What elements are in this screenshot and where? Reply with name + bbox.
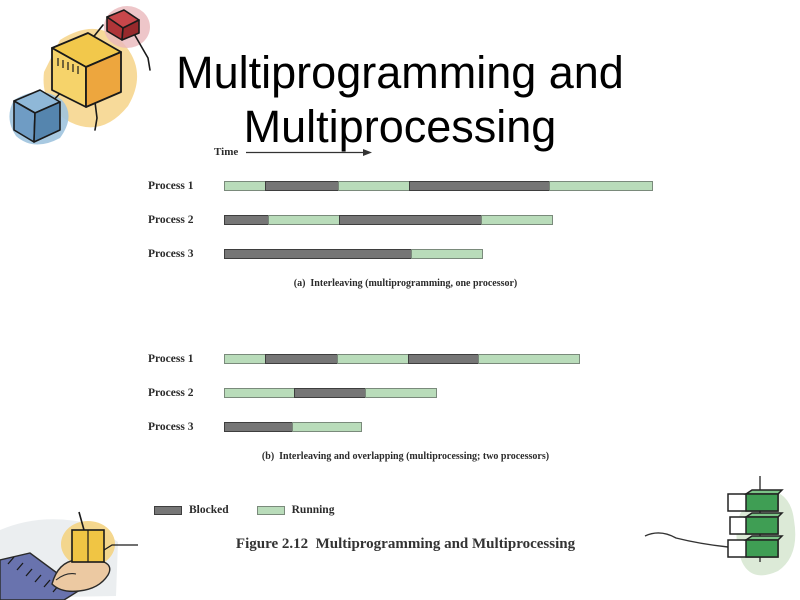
segment-blocked (265, 181, 340, 191)
hand-holding-cube-clipart (0, 511, 138, 600)
process-timeline-bar (224, 354, 657, 364)
chart-b-overlapping: Process 1 Process 2 Process 3 (148, 353, 663, 456)
segment-blocked (224, 215, 270, 225)
segment-running (224, 388, 295, 398)
process-label: Process 1 (148, 353, 194, 365)
process-label: Process 2 (148, 214, 194, 226)
segment-blocked (408, 354, 480, 364)
time-axis: Time (214, 146, 373, 158)
time-arrow-icon (246, 148, 373, 156)
process-row: Process 2 (148, 387, 663, 399)
segment-blocked (408, 181, 551, 191)
segment-blocked (294, 388, 366, 398)
segment-running (549, 181, 653, 191)
chart-a-interleaving: Process 1 Process 2 Process 3 (148, 180, 663, 283)
blocked-label: Blocked (189, 504, 229, 516)
process-timeline-bar (224, 422, 657, 432)
time-axis-label: Time (214, 146, 239, 158)
process-timeline-bar (224, 215, 657, 225)
process-timeline-bar (224, 181, 657, 191)
process-label: Process 3 (148, 421, 194, 433)
segment-running (338, 181, 410, 191)
chart-b-caption: (b) Interleaving and overlapping (multip… (261, 451, 550, 462)
process-row: Process 2 (148, 214, 663, 226)
segment-running (268, 215, 340, 225)
process-row: Process 1 (148, 180, 663, 192)
figure-caption: Figure 2.12 Multiprogramming and Multipr… (235, 536, 576, 552)
segment-running (478, 354, 581, 364)
slide-title-text: Multiprogramming and Multiprocessing (176, 47, 624, 153)
segment-running (291, 422, 362, 432)
figure-2-12: Time Process 1 Process 2 Process 3 (a) Int… (148, 145, 663, 565)
running-swatch (256, 505, 285, 515)
running-label: Running (291, 504, 335, 516)
legend: Blocked Running (154, 504, 334, 516)
blocked-swatch (154, 505, 182, 515)
slide-title: Multiprogramming and Multiprocessing (0, 46, 800, 154)
legend-item-blocked: Blocked (154, 504, 229, 516)
process-row: Process 1 (148, 353, 663, 365)
process-timeline-bar (224, 388, 657, 398)
segment-running (224, 181, 266, 191)
segment-running (337, 354, 410, 364)
segment-running (480, 215, 553, 225)
segment-blocked (224, 249, 412, 259)
segment-running (410, 249, 483, 259)
chart-a-caption: (a) Interleaving (multiprogramming, one … (293, 278, 518, 289)
segment-blocked (265, 354, 339, 364)
process-timeline-bar (224, 249, 657, 259)
segment-running (364, 388, 437, 398)
process-row: Process 3 (148, 421, 663, 433)
legend-item-running: Running (256, 504, 335, 516)
process-label: Process 2 (148, 387, 194, 399)
process-label: Process 1 (148, 180, 194, 192)
segment-blocked (224, 422, 293, 432)
process-row: Process 3 (148, 248, 663, 260)
green-blocks-clipart (644, 476, 796, 576)
segment-running (224, 354, 266, 364)
process-label: Process 3 (148, 248, 194, 260)
segment-blocked (338, 215, 482, 225)
